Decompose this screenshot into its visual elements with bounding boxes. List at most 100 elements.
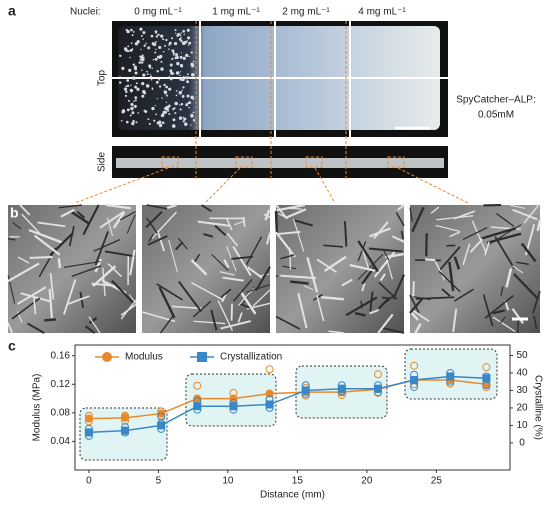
- speck: [178, 37, 182, 41]
- fibre: [197, 220, 231, 227]
- fibre: [266, 232, 271, 245]
- speck: [137, 112, 140, 114]
- speck: [164, 93, 166, 95]
- fibre: [357, 254, 384, 280]
- fibre: [48, 288, 53, 319]
- fibre: [411, 206, 425, 233]
- fibre: [369, 309, 379, 315]
- x-tick-label: 25: [431, 476, 443, 487]
- fibre: [361, 283, 366, 292]
- speck: [157, 33, 160, 36]
- speck: [149, 73, 152, 75]
- speck: [173, 72, 175, 75]
- fibre: [28, 228, 64, 244]
- fibre: [233, 278, 253, 302]
- y2-axis-label: Crystalline (%): [532, 375, 543, 440]
- speck: [175, 71, 180, 75]
- fibre: [280, 274, 317, 280]
- speck: [134, 96, 138, 100]
- speck: [131, 111, 135, 115]
- speck: [120, 119, 123, 122]
- fibre: [275, 231, 296, 258]
- fibre: [7, 238, 16, 241]
- fibre: [492, 316, 516, 333]
- speck: [142, 31, 146, 35]
- speck: [155, 113, 157, 116]
- speck: [192, 98, 195, 101]
- fibre: [380, 326, 405, 334]
- fibre: [292, 218, 305, 252]
- fibre: [156, 230, 166, 252]
- speck: [186, 28, 190, 32]
- fibre: [282, 265, 296, 270]
- speck: [138, 61, 142, 64]
- fibre: [409, 296, 425, 314]
- fibre: [316, 294, 325, 322]
- fibre: [453, 256, 461, 270]
- speck: [129, 48, 133, 52]
- data-point: [446, 372, 455, 381]
- fibre: [70, 210, 90, 225]
- x-tick-label: 15: [292, 476, 304, 487]
- speck: [131, 121, 135, 126]
- speck: [140, 35, 143, 37]
- fibre: [33, 234, 61, 256]
- fibre: [499, 316, 506, 324]
- fibre: [146, 204, 168, 210]
- fibre: [278, 213, 287, 219]
- speck: [133, 100, 135, 102]
- speck: [162, 110, 166, 115]
- speck: [155, 32, 158, 34]
- speck: [158, 57, 161, 60]
- fibre: [323, 255, 347, 272]
- fibre: [509, 204, 525, 209]
- fibre: [226, 232, 239, 247]
- fibre: [288, 247, 292, 270]
- fibre: [391, 235, 405, 243]
- speck: [159, 85, 162, 88]
- speck: [174, 101, 178, 106]
- fibre: [84, 325, 96, 334]
- speck: [161, 97, 163, 99]
- fibre: [452, 308, 458, 333]
- speck: [172, 52, 176, 55]
- data-point: [229, 394, 238, 403]
- speck: [182, 86, 185, 89]
- fibre: [66, 295, 90, 306]
- fibre: [381, 296, 390, 300]
- fibre: [354, 311, 367, 317]
- speck: [119, 81, 122, 84]
- nuclei-label: Nuclei:: [70, 7, 101, 18]
- fibre: [158, 286, 176, 319]
- speck: [125, 90, 128, 94]
- speck: [141, 69, 143, 71]
- fibre: [286, 208, 307, 219]
- fibre: [58, 204, 82, 209]
- fibre: [190, 259, 208, 276]
- speck: [153, 119, 156, 122]
- column-label: 2 mg mL⁻¹: [282, 7, 330, 18]
- fibre: [27, 322, 45, 334]
- speck: [187, 76, 191, 80]
- view-label: Side: [97, 152, 108, 172]
- speck: [173, 41, 178, 46]
- data-point: [265, 389, 274, 398]
- speck: [183, 75, 185, 78]
- speck: [134, 99, 137, 102]
- fibre: [231, 255, 254, 260]
- fibre: [60, 208, 75, 218]
- fibre: [63, 279, 77, 315]
- fibre: [409, 207, 414, 222]
- y2-tick-label: 20: [516, 403, 528, 414]
- fibre: [448, 261, 455, 292]
- fibre: [278, 230, 301, 235]
- speck: [132, 63, 135, 66]
- speck: [130, 42, 133, 45]
- speck: [180, 36, 182, 39]
- speck: [129, 56, 131, 59]
- fibre: [93, 239, 121, 252]
- speck: [161, 121, 165, 125]
- y2-tick-label: 10: [516, 420, 528, 431]
- fibre: [49, 272, 55, 300]
- speck: [154, 51, 157, 54]
